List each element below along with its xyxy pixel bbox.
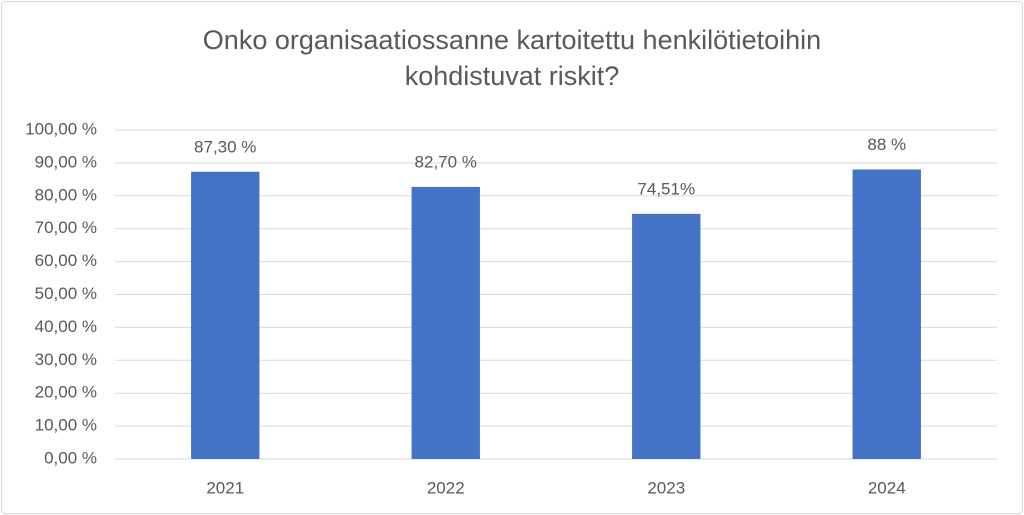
y-tick-label: 10,00 % — [35, 416, 97, 435]
bar — [411, 186, 480, 460]
value-label: 87,30 % — [194, 137, 256, 156]
value-label: 82,70 % — [415, 152, 477, 171]
x-tick-label: 2021 — [206, 478, 244, 497]
y-tick-label: 20,00 % — [35, 383, 97, 402]
x-tick-label: 2024 — [868, 478, 906, 497]
chart-title: Onko organisaatiossanne kartoitettu henk… — [202, 25, 822, 91]
bar — [632, 213, 701, 459]
y-tick-label: 30,00 % — [35, 350, 97, 369]
y-tick-label: 40,00 % — [35, 317, 97, 336]
y-tick-label: 50,00 % — [35, 284, 97, 303]
y-tick-label: 70,00 % — [35, 218, 97, 237]
y-tick-label: 0,00 % — [44, 448, 97, 467]
value-label: 74,51% — [637, 179, 695, 198]
y-tick-label: 90,00 % — [35, 152, 97, 171]
y-tick-label: 100,00 % — [25, 119, 97, 138]
bar — [852, 169, 921, 460]
value-label: 88 % — [867, 135, 906, 154]
y-tick-label: 60,00 % — [35, 251, 97, 270]
x-tick-label: 2022 — [427, 478, 465, 497]
x-tick-label: 2023 — [647, 478, 685, 497]
y-tick-label: 80,00 % — [35, 185, 97, 204]
bar — [191, 171, 260, 459]
